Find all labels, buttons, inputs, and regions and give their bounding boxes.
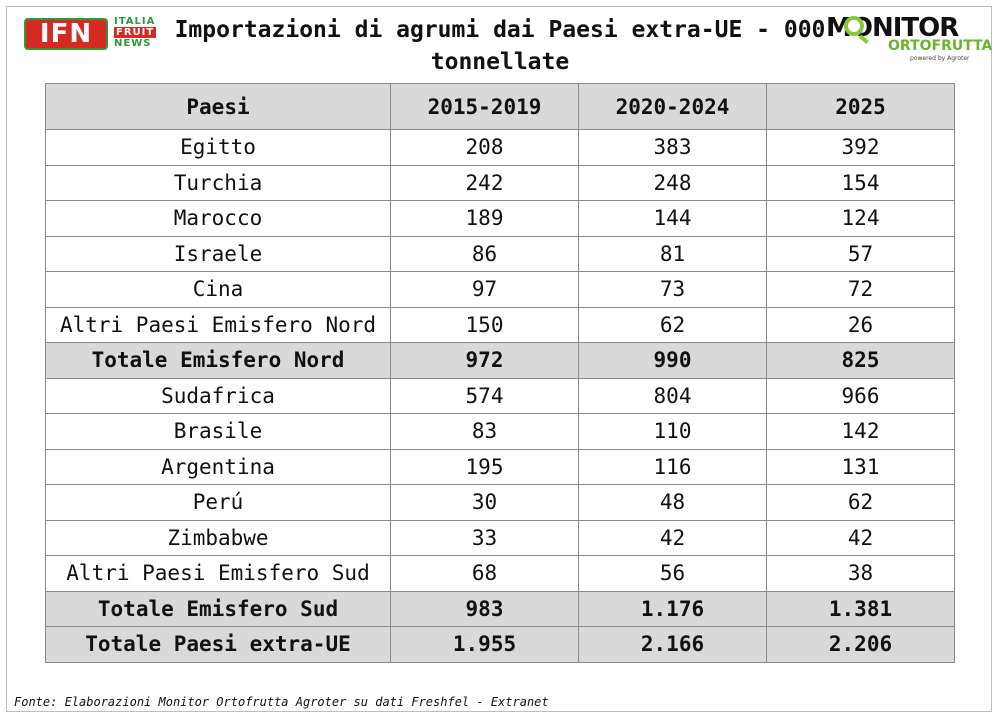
row-label: Altri Paesi Emisfero Nord (45, 306, 391, 343)
cell-value: 48 (578, 484, 767, 521)
table-row: Brasile 83 110 142 (45, 413, 955, 450)
cell-value: 116 (578, 448, 767, 485)
cell-value: 242 (390, 164, 579, 201)
column-header-2020-2024: 2020-2024 (578, 83, 767, 130)
ifn-logo-line-1: ITALIA (114, 16, 156, 27)
row-label: Turchia (45, 164, 391, 201)
data-table: Paesi 2015-2019 2020-2024 2025 Egitto 208… (45, 83, 955, 663)
table-row: Altri Paesi Emisfero Nord 150 62 26 (45, 306, 955, 343)
row-label: Argentina (45, 448, 391, 485)
cell-value: 83 (390, 413, 579, 450)
cell-value: 30 (390, 484, 579, 521)
column-header-2015-2019: 2015-2019 (390, 83, 579, 130)
row-label: Marocco (45, 200, 391, 237)
cell-value: 574 (390, 377, 579, 414)
row-label: Egitto (45, 129, 391, 166)
cell-value: 2.166 (578, 626, 767, 663)
cell-value: 142 (766, 413, 955, 450)
cell-value: 26 (766, 306, 955, 343)
column-header-paesi: Paesi (45, 83, 391, 130)
table-row: Argentina 195 116 131 (45, 448, 955, 485)
ifn-logo-mark: IFN (24, 18, 108, 50)
row-label: Sudafrica (45, 377, 391, 414)
cell-value: 33 (390, 519, 579, 556)
cell-value: 150 (390, 306, 579, 343)
table-row: Israele 86 81 57 (45, 235, 955, 272)
cell-value: 86 (390, 235, 579, 272)
row-label: Totale Emisfero Sud (45, 590, 391, 627)
row-label: Israele (45, 235, 391, 272)
cell-value: 62 (578, 306, 767, 343)
cell-value: 1.381 (766, 590, 955, 627)
monitor-logo: MONITOR ORTOFRUTTA powered by Agroter (826, 14, 992, 64)
cell-value: 56 (578, 555, 767, 592)
cell-value: 972 (390, 342, 579, 379)
chart-title: Importazioni di agrumi dai Paesi extra-U… (174, 17, 826, 75)
cell-value: 990 (578, 342, 767, 379)
ifn-logo-wordmark: ITALIA FRUIT NEWS (114, 16, 174, 49)
cell-value: 81 (578, 235, 767, 272)
ifn-logo-line-3: NEWS (114, 38, 152, 49)
cell-value: 72 (766, 271, 955, 308)
cell-value: 383 (578, 129, 767, 166)
cell-value: 1.955 (390, 626, 579, 663)
table-total-row: Totale Paesi extra-UE 1.955 2.166 2.206 (45, 626, 955, 663)
cell-value: 154 (766, 164, 955, 201)
cell-value: 62 (766, 484, 955, 521)
cell-value: 42 (578, 519, 767, 556)
row-label: Zimbabwe (45, 519, 391, 556)
source-note: Fonte: Elaborazioni Monitor Ortofrutta A… (14, 695, 549, 709)
table-row: Cina 97 73 72 (45, 271, 955, 308)
cell-value: 97 (390, 271, 579, 308)
row-label: Totale Emisfero Nord (45, 342, 391, 379)
table-header-row: Paesi 2015-2019 2020-2024 2025 (45, 83, 955, 130)
ifn-logo-text: IFN (39, 19, 93, 49)
cell-value: 38 (766, 555, 955, 592)
table-row: Egitto 208 383 392 (45, 129, 955, 166)
table-total-row: Totale Emisfero Sud 983 1.176 1.381 (45, 590, 955, 627)
cell-value: 804 (578, 377, 767, 414)
monitor-logo-line-3: powered by Agroter (910, 55, 970, 62)
ifn-logo: IFN ITALIA FRUIT NEWS (24, 14, 174, 56)
cell-value: 68 (390, 555, 579, 592)
cell-value: 208 (390, 129, 579, 166)
cell-value: 124 (766, 200, 955, 237)
cell-value: 392 (766, 129, 955, 166)
cell-value: 57 (766, 235, 955, 272)
row-label: Perú (45, 484, 391, 521)
cell-value: 195 (390, 448, 579, 485)
cell-value: 73 (578, 271, 767, 308)
magnifier-icon (844, 16, 864, 36)
row-label: Brasile (45, 413, 391, 450)
cell-value: 42 (766, 519, 955, 556)
table-row: Sudafrica 574 804 966 (45, 377, 955, 414)
cell-value: 131 (766, 448, 955, 485)
row-label: Altri Paesi Emisfero Sud (45, 555, 391, 592)
monitor-logo-line-2: ORTOFRUTTA (888, 38, 993, 54)
table-row: Turchia 242 248 154 (45, 164, 955, 201)
cell-value: 144 (578, 200, 767, 237)
row-label: Cina (45, 271, 391, 308)
page-frame (6, 6, 992, 712)
cell-value: 1.176 (578, 590, 767, 627)
table-body: Egitto 208 383 392 Turchia 242 248 154 Marocco 18… (45, 129, 955, 663)
table-total-row: Totale Emisfero Nord 972 990 825 (45, 342, 955, 379)
column-header-2025: 2025 (766, 83, 955, 130)
cell-value: 110 (578, 413, 767, 450)
cell-value: 966 (766, 377, 955, 414)
row-label: Totale Paesi extra-UE (45, 626, 391, 663)
cell-value: 189 (390, 200, 579, 237)
cell-value: 983 (390, 590, 579, 627)
table-row: Altri Paesi Emisfero Sud 68 56 38 (45, 555, 955, 592)
ifn-logo-line-2: FRUIT (114, 27, 157, 38)
table-row: Marocco 189 144 124 (45, 200, 955, 237)
cell-value: 2.206 (766, 626, 955, 663)
table-row: Perú 30 48 62 (45, 484, 955, 521)
cell-value: 825 (766, 342, 955, 379)
table-row: Zimbabwe 33 42 42 (45, 519, 955, 556)
cell-value: 248 (578, 164, 767, 201)
